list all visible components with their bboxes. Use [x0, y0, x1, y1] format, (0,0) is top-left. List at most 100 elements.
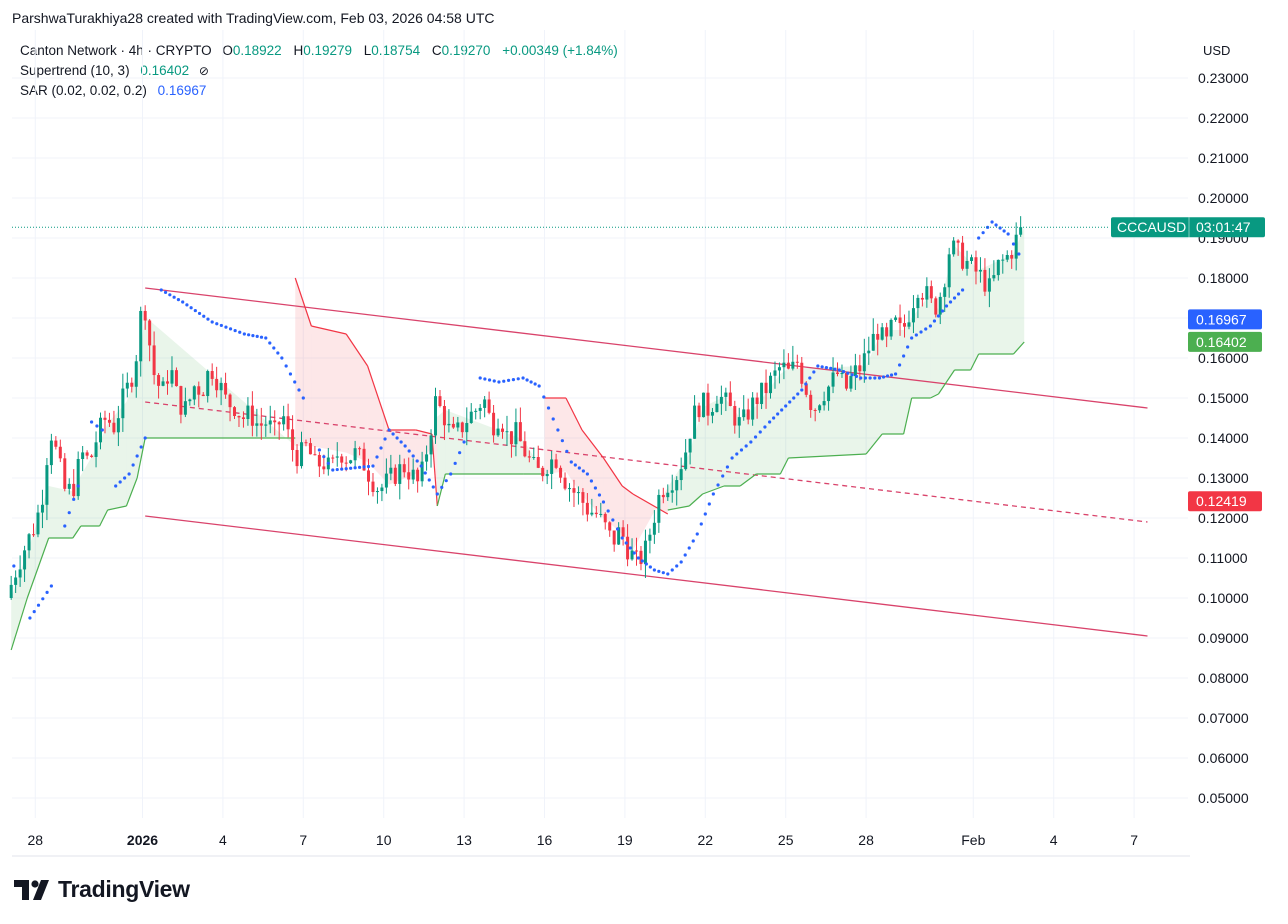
channel-middle-line [145, 401, 1148, 523]
candle-body [956, 240, 960, 243]
sar-dot [589, 479, 594, 483]
sar-dot [632, 551, 636, 555]
candle-body [219, 382, 223, 391]
symbol-label[interactable]: Canton Network · 4h · CRYPTO [20, 43, 212, 58]
candle-body [389, 467, 393, 474]
sar-dot [833, 367, 837, 371]
currency-label[interactable]: USD [1203, 43, 1231, 58]
time-tick-label: 4 [219, 832, 227, 848]
time-axis[interactable]: 28 2026 4 7 10 13 16 19 22 25 28 Feb 4 7 [28, 832, 1139, 848]
sar-dot [808, 376, 812, 380]
price-tick-label: 0.20000 [1198, 190, 1249, 206]
sar-dot [181, 300, 185, 304]
price-tick-label: 0.23000 [1198, 70, 1249, 86]
candle-body [197, 386, 201, 395]
sar-dot [881, 375, 886, 379]
regression-channel [145, 287, 1148, 637]
candle-body [603, 513, 607, 523]
supertrend-fill-segment [603, 458, 623, 534]
sar-dot [675, 564, 679, 568]
candle-body [496, 428, 500, 436]
hidden-eye-icon[interactable]: ⊘ [198, 63, 209, 78]
candle-body [429, 435, 433, 455]
supertrend-segment [970, 353, 980, 371]
candle-body [889, 319, 893, 337]
sar-dot [841, 370, 846, 374]
candle-body [929, 286, 933, 299]
candle-body [773, 370, 777, 376]
sar-dot [131, 463, 135, 467]
candle-body [398, 464, 402, 484]
candle-body [746, 409, 750, 420]
price-axis[interactable]: 0.230000.220000.210000.200000.190000.180… [1198, 70, 1249, 806]
sar-dot [297, 388, 301, 392]
candle-body [81, 452, 85, 460]
supertrend-segment [602, 457, 623, 487]
candle-body [469, 411, 473, 424]
candle-body [282, 416, 286, 425]
time-tick-label: Feb [961, 832, 985, 848]
candle-body [867, 350, 871, 354]
price-tag [1188, 331, 1262, 352]
sar-value: 0.16967 [157, 83, 207, 98]
sar-dot [859, 376, 863, 380]
supertrend-fill-segment [145, 316, 296, 446]
supertrend-fill-segment [27, 486, 49, 598]
sar-dot [1017, 252, 1021, 256]
sar-dot [159, 288, 163, 292]
sar-dot [940, 309, 945, 313]
sar-dot [707, 502, 711, 506]
candle-body [192, 386, 196, 400]
sar-dot [371, 464, 375, 468]
sar-dot [533, 382, 537, 386]
candle-body [246, 405, 250, 420]
sar-dot [521, 376, 525, 380]
candle-body [45, 465, 49, 505]
candle-body [402, 464, 406, 473]
sar-dot [255, 334, 259, 338]
sar-legend-row[interactable]: SAR (0.02, 0.02, 0.2) 0.16967 [20, 81, 621, 101]
price-tag-label: 0.16402 [1196, 334, 1247, 350]
sar-dot [259, 335, 264, 339]
supertrend-segment [72, 525, 82, 539]
sar-dot [123, 476, 127, 480]
close-label: C [431, 43, 442, 58]
time-tick-label: 25 [778, 832, 794, 848]
candle-body [107, 419, 111, 423]
sar-dot [666, 572, 670, 576]
tradingview-logo[interactable]: TradingView [14, 876, 190, 903]
supertrend-fill-segment [689, 407, 703, 506]
sar-dot [224, 325, 228, 329]
supertrend-segment [930, 393, 939, 399]
sar-dot [560, 439, 564, 443]
sar-dot [910, 336, 914, 340]
sar-dot [636, 556, 640, 560]
candle-body [777, 367, 781, 371]
sar-dot [628, 546, 632, 550]
price-tag-label: 0.16967 [1196, 311, 1247, 327]
candle-body [161, 381, 165, 386]
supertrend-legend-row[interactable]: Supertrend (10, 3) 0.16402 ⊘ [20, 61, 621, 82]
candle-body [764, 382, 768, 394]
candle-body [344, 462, 348, 464]
price-tags: CCCAUSD 03:01:47 0.16967 0.16402 0.12419 [12, 217, 1265, 512]
sar-dot [12, 564, 16, 568]
candle-body [992, 275, 996, 279]
candle-body [367, 470, 371, 482]
sar-dot [449, 472, 453, 476]
time-tick-label: 7 [1130, 832, 1138, 848]
sar-dot [739, 448, 744, 452]
supertrend-segment [688, 493, 704, 507]
tradingview-wordmark: TradingView [58, 876, 190, 902]
supertrend-line [10, 277, 1025, 651]
sar-dot [228, 327, 233, 331]
sar-dot [611, 518, 615, 522]
supertrend-segment [702, 485, 725, 495]
sar-dot [391, 432, 395, 436]
candle-body [751, 397, 755, 420]
candle-body [568, 488, 572, 490]
sar-dot [784, 404, 788, 408]
candle-body [550, 459, 554, 474]
sar-dot [768, 420, 772, 424]
